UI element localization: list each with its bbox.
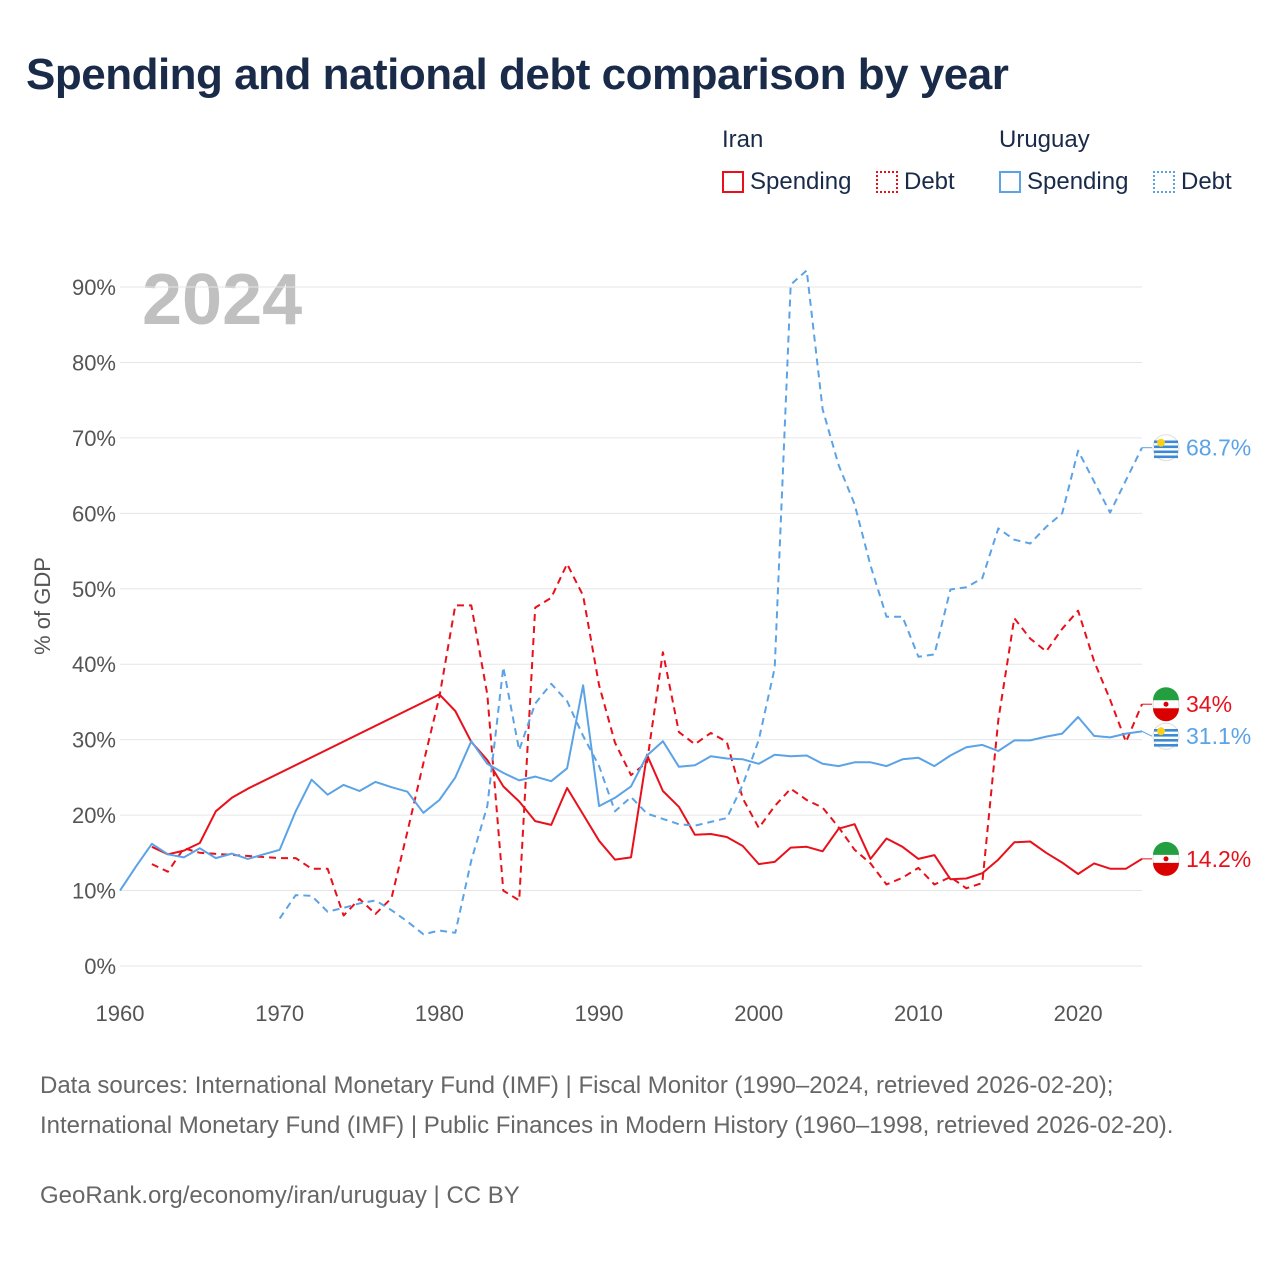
uruguay-flag-sun-icon [1157, 438, 1165, 447]
y-tick-label: 50% [72, 577, 116, 602]
legend-swatch-solid-icon [999, 171, 1021, 193]
iran-flag-green-band [1153, 687, 1179, 701]
uruguay-flag-stripe [1154, 744, 1178, 747]
data-sources: Data sources: International Monetary Fun… [40, 1072, 1174, 1139]
end-connector [1141, 730, 1153, 737]
y-tick-label: 20% [72, 803, 116, 828]
uruguay-flag-stripe [1154, 734, 1178, 737]
y-tick-label: 10% [72, 879, 116, 904]
y-tick-label: 60% [72, 501, 116, 526]
x-tick-label: 2010 [894, 1001, 943, 1026]
y-tick-label: 80% [72, 350, 116, 375]
legend-country-uruguay: Uruguay [999, 126, 1090, 153]
legend-swatch-dotted-icon [876, 171, 898, 193]
legend-label: Spending [1027, 168, 1129, 195]
y-tick-label: 70% [72, 426, 116, 451]
uruguay-flag-stripe [1154, 729, 1178, 732]
legend-uruguay-spending[interactable]: Spending [999, 168, 1128, 196]
iran-flag-red-band [1153, 862, 1179, 876]
y-axis-label: % of GDP [30, 557, 55, 655]
end-value-label: 14.2% [1186, 846, 1251, 872]
legend-uruguay-debt[interactable]: Debt [1153, 168, 1232, 196]
line-chart: 2024 0% 10% 20% 30% 40% 50% 60% 70% 80% 90% 1960 197… [30, 260, 1251, 1026]
legend-swatch-dotted-icon [1153, 171, 1175, 193]
iran-flag-emblem-icon [1163, 856, 1169, 862]
x-tick-label: 1960 [96, 1001, 145, 1026]
uruguay-flag-stripe [1154, 440, 1178, 444]
series-line-iran-debt [151, 562, 1143, 917]
legend-swatch-solid-icon [722, 171, 744, 193]
legend-label: Debt [1181, 168, 1232, 195]
uruguay-flag-sun-icon [1157, 727, 1165, 736]
uruguay-flag-stripe [1154, 739, 1178, 742]
x-tick-label: 1980 [415, 1001, 464, 1026]
x-tick-label: 1990 [575, 1001, 624, 1026]
iran-flag-emblem-icon [1163, 701, 1169, 707]
y-tick-label: 90% [72, 275, 116, 300]
year-watermark: 2024 [142, 260, 302, 340]
x-tick-label: 2020 [1054, 1001, 1103, 1026]
y-tick-label: 30% [72, 728, 116, 753]
legend-iran-spending[interactable]: Spending [722, 168, 851, 196]
legend-country-iran: Iran [722, 126, 764, 153]
end-value-label: 68.7% [1186, 435, 1251, 461]
legend-iran-debt[interactable]: Debt [876, 168, 955, 196]
legend-label: Debt [904, 168, 955, 195]
uruguay-flag-stripe [1154, 445, 1178, 449]
chart-title: Spending and national debt comparison by… [26, 50, 1009, 99]
iran-flag-red-band [1153, 708, 1179, 722]
series-line-uruguay-spending [119, 684, 1143, 892]
uruguay-flag-stripe [1154, 455, 1178, 459]
y-tick-label: 40% [72, 652, 116, 677]
y-tick-label: 0% [84, 954, 116, 979]
legend-label: Spending [750, 168, 852, 195]
end-value-label: 31.1% [1186, 723, 1251, 749]
series-line-uruguay-debt [278, 269, 1143, 936]
x-tick-label: 2000 [734, 1001, 783, 1026]
iran-flag-green-band [1153, 841, 1179, 855]
credit-link[interactable]: GeoRank.org/economy/iran/uruguay | CC BY [40, 1182, 520, 1209]
x-tick-label: 1970 [255, 1001, 304, 1026]
uruguay-flag-stripe [1154, 450, 1178, 454]
end-value-label: 34% [1186, 691, 1232, 717]
series-line-iran-spending [151, 693, 1143, 881]
